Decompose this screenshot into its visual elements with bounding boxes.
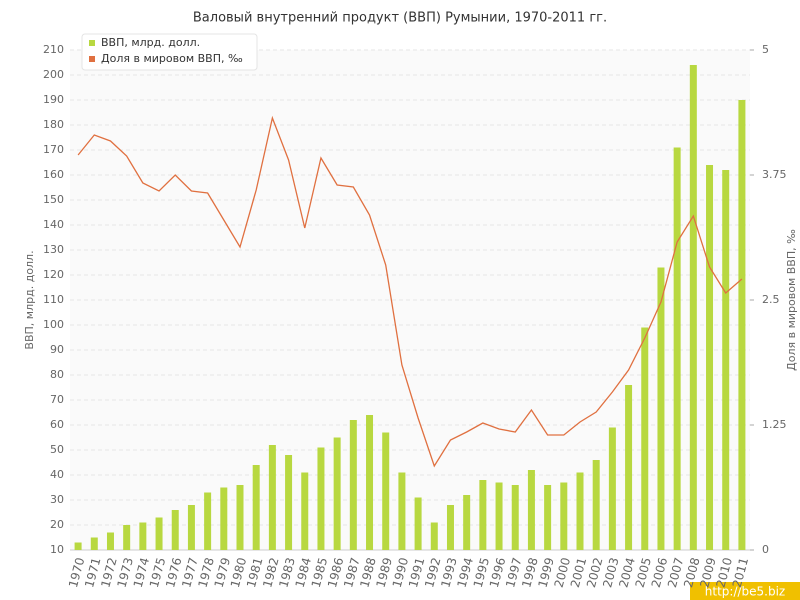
chart-title: Валовый внутренний продукт (ВВП) Румынии… <box>193 11 607 26</box>
y-tick-label: 70 <box>50 393 64 406</box>
bar <box>187 505 195 550</box>
bar <box>220 487 228 550</box>
bar <box>544 485 552 550</box>
y2-tick-label: 1.25 <box>762 418 787 431</box>
bar <box>398 472 406 550</box>
y-axis-title: ВВП, млрд. долл. <box>23 250 36 349</box>
bar <box>349 420 357 550</box>
y-tick-label: 30 <box>50 493 64 506</box>
y2-tick-label: 0 <box>762 543 769 556</box>
bar <box>414 497 422 550</box>
y-tick-label: 200 <box>43 68 64 81</box>
y-tick-label: 180 <box>43 118 64 131</box>
bar <box>527 470 535 550</box>
bar <box>446 505 454 550</box>
bar <box>90 537 98 550</box>
legend-box <box>81 33 258 71</box>
bar <box>171 510 179 550</box>
bar <box>625 385 633 550</box>
bar <box>511 485 519 550</box>
line <box>77 115 743 468</box>
y-tick-label: 40 <box>50 468 64 481</box>
bar <box>608 427 616 550</box>
bar <box>738 100 746 550</box>
y-tick-label: 170 <box>43 143 64 156</box>
bar <box>463 495 471 550</box>
bar <box>366 415 374 550</box>
bar <box>689 65 697 550</box>
bar <box>641 327 649 550</box>
y-tick-label: 20 <box>50 518 64 531</box>
y-tick-label: 110 <box>43 293 64 306</box>
bar <box>722 170 730 550</box>
y-tick-label: 60 <box>50 418 64 431</box>
bar <box>706 165 714 550</box>
bar <box>673 147 681 550</box>
bar <box>236 485 244 550</box>
bar <box>74 542 82 550</box>
bar <box>592 460 600 550</box>
y2-axis-title: Доля в мировом ВВП, ‰ <box>785 229 798 371</box>
bar <box>657 267 665 550</box>
y2-tick-label: 3.75 <box>762 168 787 181</box>
bar <box>382 432 390 550</box>
y-tick-label: 50 <box>50 443 64 456</box>
bar <box>139 522 147 550</box>
legend: ВВП, млрд. долл. Доля в мировом ВВП, ‰ <box>81 33 258 71</box>
legend-swatch <box>89 56 95 62</box>
bar <box>301 472 309 550</box>
y-tick-label: 150 <box>43 193 64 206</box>
y2-tick-label: 5 <box>762 43 769 56</box>
y-tick-label: 120 <box>43 268 64 281</box>
y-tick-label: 160 <box>43 168 64 181</box>
bar <box>204 492 212 550</box>
bar <box>333 437 341 550</box>
watermark-bg <box>690 582 800 600</box>
y-tick-label: 210 <box>43 43 64 56</box>
bar <box>495 482 503 550</box>
y-tick-label: 140 <box>43 218 64 231</box>
y-tick-label: 190 <box>43 93 64 106</box>
y-tick-label: 130 <box>43 243 64 256</box>
bar <box>123 525 131 550</box>
bar <box>106 532 114 550</box>
bar <box>576 472 584 550</box>
bar <box>252 465 260 550</box>
bar <box>268 445 276 550</box>
bar <box>430 522 438 550</box>
y-tick-label: 80 <box>50 368 64 381</box>
bar <box>285 455 293 550</box>
legend-label: ВВП, млрд. долл. <box>101 36 200 49</box>
bar <box>317 447 325 550</box>
legend-swatch <box>89 40 95 46</box>
y-tick-label: 10 <box>50 543 64 556</box>
bar <box>155 517 163 550</box>
y-tick-label: 100 <box>43 318 64 331</box>
bar <box>479 480 487 550</box>
legend-label: Доля в мировом ВВП, ‰ <box>101 52 243 65</box>
bar <box>560 482 568 550</box>
watermark: http://be5.biz <box>705 585 785 599</box>
y-tick-label: 90 <box>50 343 64 356</box>
y2-tick-label: 2.5 <box>762 293 780 306</box>
